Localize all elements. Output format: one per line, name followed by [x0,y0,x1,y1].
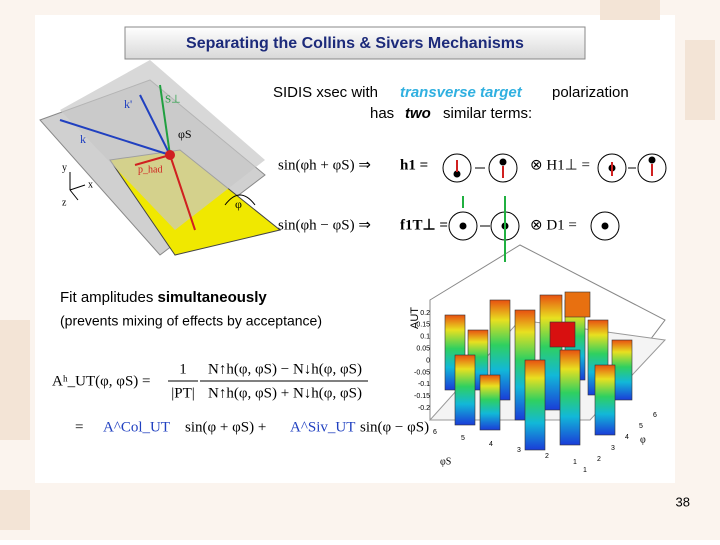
z-tick-label: -0.2 [418,405,430,412]
z-tick-label: 0 [426,357,430,364]
x-tick-label: 2 [597,456,601,463]
intro-text: polarization [552,84,629,101]
formula-eq: = [75,419,83,435]
label-axis-y: y [62,162,67,173]
term-rhs: ⊗ D1 = [530,217,577,233]
intro-highlight: transverse target [400,84,523,101]
intro-text: similar terms: [443,105,532,122]
page-number: 38 [676,494,690,509]
formula-frac-num: 1 [179,361,187,377]
title-box [124,26,586,60]
formula-sivers-sin: sin(φ − φS) [360,419,429,435]
y-tick-label: 1 [573,459,577,466]
z-tick-label: 0.1 [420,334,430,341]
x-tick-label: 4 [625,434,629,441]
fit-text: Fit amplitudes [60,289,153,306]
z-tick-label: -0.1 [418,381,430,388]
intro: SIDIS xsec with transverse target polari… [273,84,629,122]
formula-collins-sin: sin(φ + φS) + [185,419,266,435]
x-tick-label: 5 [639,423,643,430]
x-tick-label: 6 [653,412,657,419]
term-formula: sin(φh − φS) ⇒ [278,217,371,233]
label-p-had: p_had [138,164,162,175]
label-phi: φ [235,197,242,211]
fit-emphasis: simultaneously [158,289,268,306]
z-tick-label: 0.2 [420,310,430,317]
term-formula: sin(φh + φS) ⇒ [278,157,371,173]
terms: sin(φh + φS) ⇒ h1 = ⊗ H1⊥ = sin(φh − φS)… [278,157,590,233]
z-tick-label: 0.05 [416,346,430,353]
formula-frac-den: |PT| [171,385,195,401]
formula-lhs: Aʰ_UT(φ, φS) = [52,373,151,389]
x-tick-label: 1 [583,467,587,474]
y-tick-label: 5 [461,435,465,442]
label-k-prime: k' [124,97,132,111]
term-lhs: h1 = [400,157,428,173]
label-phi-s: φS [178,127,192,141]
y-axis-label: φS [440,456,451,467]
z-tick-label: -0.15 [414,393,430,400]
x-tick-label: 3 [611,445,615,452]
formula-collins: A^Col_UT [103,419,170,435]
y-tick-label: 6 [433,429,437,436]
title: Separating the Collins & Sivers Mechanis… [186,35,524,52]
fit-text: Fit amplitudes simultaneously [60,289,267,306]
x-axis-label: φ [640,434,646,445]
z-tick-label: -0.05 [414,369,430,376]
kinematics-diagram: k' S⊥ k φS p_had φ y x z [39,60,282,256]
formula-numerator: N↑h(φ, φS) − N↓h(φ, φS) [208,361,362,377]
term-rhs: ⊗ H1⊥ = [530,157,590,173]
lego-plot: AUT 0.2 0.15 0.1 0.05 0 -0.05 -0.1 -0.15 -0.2 1 2… [409,200,667,474]
intro-text: has [370,105,394,122]
intro-emphasis: two [405,105,431,122]
label-axis-z: z [62,197,67,208]
label-axis-x: x [88,179,93,190]
spin-icons [442,153,667,241]
y-tick-label: 3 [517,447,521,454]
z-tick-label: 0.15 [416,322,430,329]
formula-sivers: A^Siv_UT [290,419,355,435]
fit-note: (prevents mixing of effects by acceptanc… [60,313,322,329]
y-tick-label: 4 [489,441,493,448]
asymmetry-formula: Aʰ_UT(φ, φS) = 1 |PT| N↑h(φ, φS) − N↓h(φ… [52,361,429,435]
intro-text: SIDIS xsec with [273,84,378,101]
term-lhs: f1T⊥ = [400,217,448,233]
label-s-perp: S⊥ [165,94,181,106]
formula-denominator: N↑h(φ, φS) + N↓h(φ, φS) [208,385,362,401]
y-tick-label: 2 [545,453,549,460]
z-axis-label: AUT [409,307,421,329]
label-k: k [80,132,86,146]
